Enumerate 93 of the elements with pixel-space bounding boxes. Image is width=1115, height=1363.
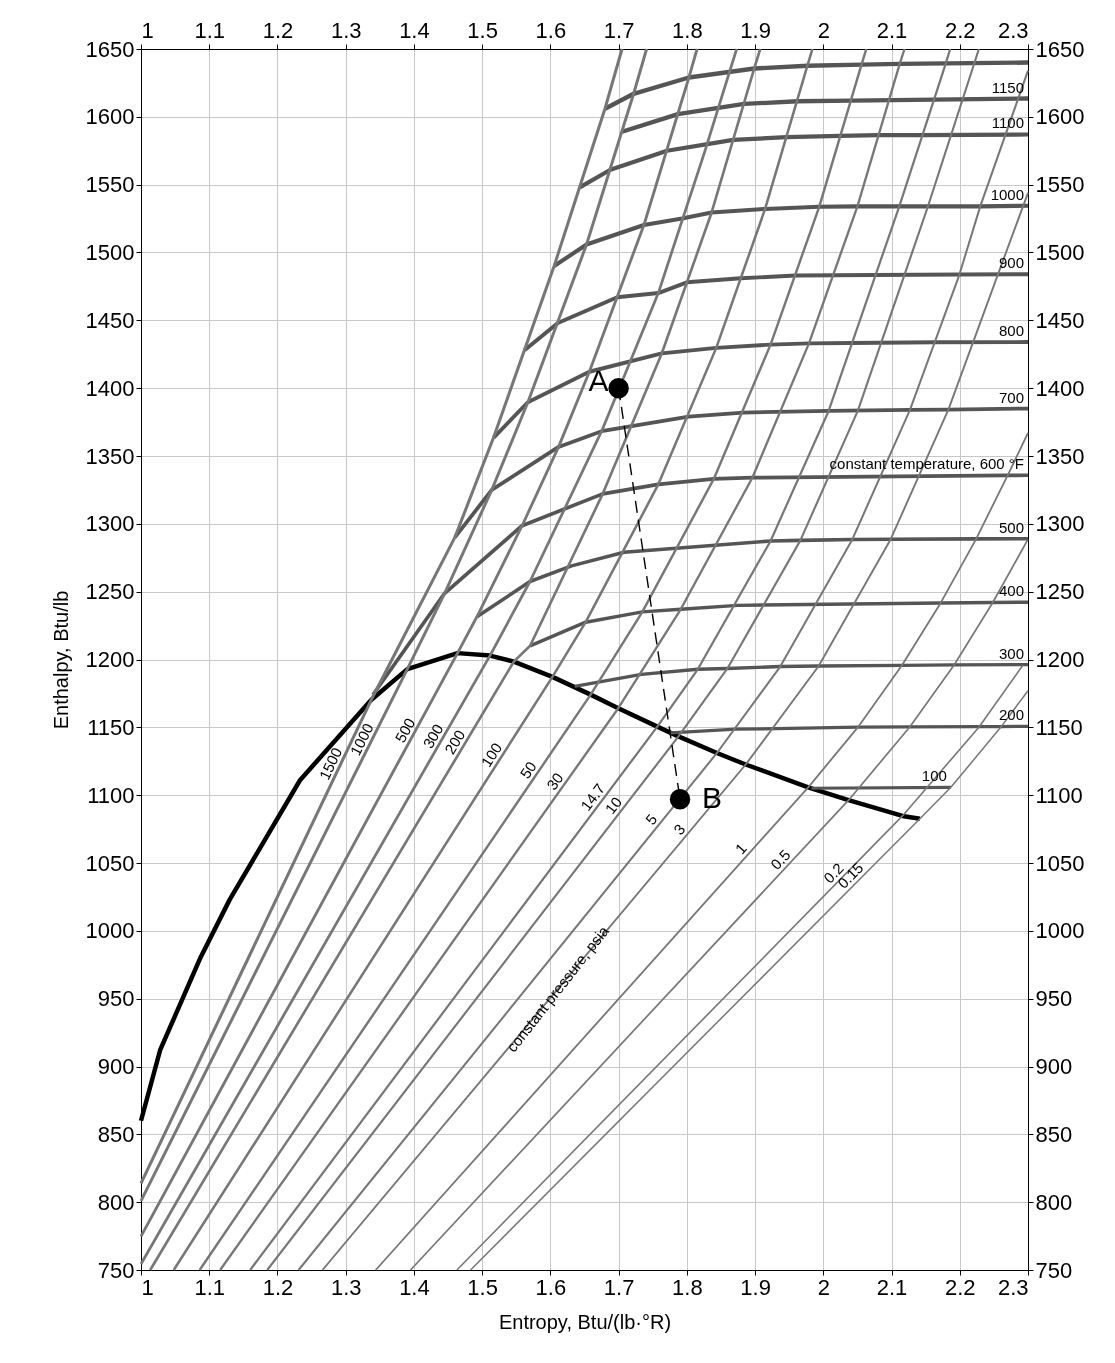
series-label: 500 — [998, 518, 1024, 536]
series-label: 800 — [998, 322, 1024, 340]
y2-tick-label: 800 — [1035, 1189, 1073, 1215]
y2-tick-label: 1550 — [1035, 172, 1085, 198]
text: 3 — [670, 820, 689, 838]
x2-tick-label: 2 — [817, 17, 830, 43]
y2-tick-label: 1050 — [1035, 850, 1085, 876]
y2-tick-label: 1200 — [1035, 647, 1085, 672]
y-tick-label: 1250 — [85, 579, 135, 605]
y2-tick-label: 1150 — [1035, 714, 1083, 740]
x-tick-label: 1.9 — [740, 1274, 771, 1300]
x2-tick-label: 1.2 — [262, 17, 294, 43]
x2-tick-label: 2.2 — [944, 17, 976, 43]
series-label: 100 — [921, 767, 947, 785]
text: 50 — [516, 758, 540, 782]
y-tick-label: 800 — [97, 1189, 135, 1215]
text: 5 — [641, 810, 661, 828]
series-label: 900 — [998, 254, 1024, 272]
x2-tick-label: 1.5 — [467, 17, 498, 43]
y2-tick-label: 900 — [1035, 1054, 1073, 1079]
x2-tick-label: 1.1 — [194, 17, 226, 43]
y2-tick-label: 1300 — [1035, 511, 1085, 537]
x2-tick-label: 1.6 — [535, 17, 567, 43]
text: 30 — [543, 769, 567, 794]
series-label: 300 — [998, 644, 1024, 662]
y2-tick-label: 950 — [1035, 986, 1073, 1012]
annotation: A — [588, 364, 609, 398]
y-tick-label: 900 — [97, 1054, 135, 1079]
series-label: 1150 — [991, 78, 1024, 96]
y-tick-label: 750 — [97, 1257, 135, 1283]
x-tick-label: 1.4 — [399, 1274, 430, 1300]
y-tick-label: 1650 — [85, 36, 135, 62]
x-tick-label: 1 — [141, 1274, 154, 1300]
text: 100 — [477, 739, 506, 770]
text: 0.5 — [766, 846, 794, 873]
y-tick-label: 1350 — [85, 443, 135, 469]
y-tick-label: 1600 — [85, 104, 135, 130]
x2-tick-label: 1.7 — [603, 17, 635, 43]
y2-tick-label: 1450 — [1035, 307, 1085, 333]
x2-tick-label: 1.3 — [330, 17, 362, 43]
series-label: 200 — [998, 706, 1024, 724]
x-tick-label: 2.1 — [876, 1274, 908, 1300]
y-tick-label: 1550 — [85, 172, 135, 198]
series-label: constant temperature, 600 °F — [829, 455, 1024, 473]
x2-tick-label: 1.9 — [740, 17, 771, 43]
series-label: 700 — [998, 388, 1024, 406]
y-tick-label: 1100 — [87, 782, 135, 808]
y-tick-label: 1000 — [85, 918, 135, 944]
series-label: 1000 — [990, 185, 1024, 203]
text: 1500 — [315, 744, 346, 783]
y-tick-label: 1150 — [87, 714, 135, 740]
y2-tick-label: 1350 — [1035, 443, 1085, 469]
x2-tick-label: 1.8 — [672, 17, 703, 43]
y-tick-label: 1400 — [85, 375, 135, 401]
x-tick-label: 1.6 — [535, 1274, 567, 1300]
text: 10 — [601, 793, 626, 818]
x-tick-label: 1.3 — [330, 1274, 362, 1300]
y-tick-label: 1050 — [85, 850, 135, 876]
y2-tick-label: 1650 — [1035, 36, 1085, 62]
series-label: 400 — [998, 582, 1024, 600]
x-tick-label: 1.8 — [672, 1274, 703, 1300]
text: 1000 — [346, 720, 377, 759]
y2-tick-label: 1500 — [1035, 240, 1085, 265]
x-tick-label: 2.3 — [997, 1274, 1029, 1300]
y2-tick-label: 1100 — [1035, 782, 1083, 808]
y2-tick-label: 1250 — [1035, 579, 1085, 605]
y2-tick-label: 1000 — [1035, 918, 1085, 944]
x-axis-title: Entropy, Btu/(lb·°R) — [498, 1310, 672, 1333]
x-tick-label: 1.5 — [467, 1274, 498, 1300]
x-tick-label: 1.1 — [194, 1274, 226, 1300]
y-tick-label: 1300 — [85, 511, 135, 537]
y-axis-title: Enthalpy, Btu/lb — [49, 590, 72, 730]
annotation: B — [702, 781, 723, 815]
x2-tick-label: 2.1 — [876, 17, 908, 43]
text: 1 — [731, 839, 750, 858]
x2-tick-label: 1 — [141, 17, 154, 43]
y2-tick-label: 750 — [1035, 1257, 1073, 1283]
x-tick-label: 2.2 — [944, 1274, 976, 1300]
y-tick-label: 1500 — [85, 240, 135, 265]
x-tick-label: 1.7 — [603, 1274, 635, 1300]
series-label: 1100 — [991, 114, 1024, 132]
y-tick-label: 850 — [97, 1121, 135, 1147]
y2-tick-label: 1400 — [1035, 375, 1085, 401]
y-tick-label: 1450 — [85, 307, 135, 333]
y-tick-label: 950 — [97, 986, 135, 1012]
x2-tick-label: 1.4 — [399, 17, 430, 43]
x2-tick-label: 2.3 — [997, 17, 1029, 43]
y2-tick-label: 850 — [1035, 1121, 1073, 1147]
y-tick-label: 1200 — [85, 647, 135, 672]
x-tick-label: 1.2 — [262, 1274, 294, 1300]
x-tick-label: 2 — [817, 1274, 830, 1300]
text: 500 — [391, 715, 419, 746]
y2-tick-label: 1600 — [1035, 104, 1085, 130]
